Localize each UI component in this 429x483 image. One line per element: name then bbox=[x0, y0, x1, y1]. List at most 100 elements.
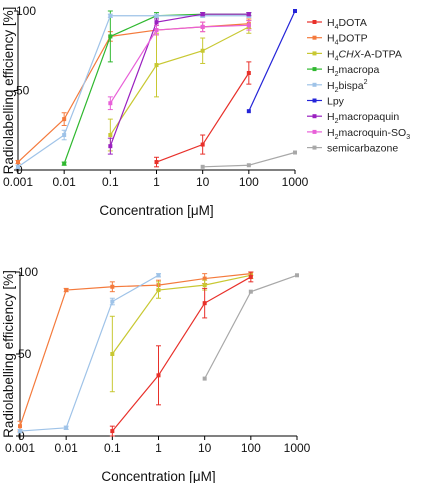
x-tick-label: 0.1 bbox=[104, 441, 121, 455]
series-2 bbox=[109, 271, 254, 393]
legend-label-part: 2 bbox=[335, 87, 339, 94]
x-tick-label: 1 bbox=[155, 441, 162, 455]
data-point bbox=[108, 133, 113, 138]
data-point bbox=[18, 429, 22, 434]
legend-label-part: bispa bbox=[339, 80, 364, 92]
data-point bbox=[110, 352, 115, 356]
series-1 bbox=[15, 18, 252, 165]
data-point bbox=[246, 23, 251, 28]
legend-item: H2macroquin-SO3 bbox=[307, 127, 410, 141]
legend-label-part: 3 bbox=[406, 134, 410, 141]
legend-item: H2macropaquin bbox=[307, 111, 399, 125]
series-4 bbox=[202, 273, 299, 381]
data-point bbox=[110, 299, 115, 304]
data-point bbox=[156, 288, 161, 293]
data-point bbox=[295, 273, 299, 278]
y-axis-label: Radiolabelling efficiency [%] bbox=[1, 7, 16, 175]
series-7 bbox=[107, 20, 252, 111]
series-line bbox=[109, 26, 250, 136]
legend-label: H2macropaquin bbox=[327, 111, 399, 125]
y-tick-label: 100 bbox=[16, 4, 36, 18]
legend-label-part: H bbox=[327, 111, 335, 123]
data-point bbox=[202, 276, 207, 281]
data-point bbox=[154, 13, 159, 18]
legend-label-part: H bbox=[327, 17, 335, 29]
series-4 bbox=[15, 13, 252, 169]
data-point bbox=[246, 163, 251, 168]
legend-label-part: 4 bbox=[335, 40, 339, 47]
legend-swatch-marker bbox=[312, 114, 317, 119]
y-tick-label: 50 bbox=[18, 347, 32, 361]
legend-item: Lpy bbox=[307, 96, 345, 108]
x-tick-label: 100 bbox=[239, 175, 259, 189]
series-3 bbox=[109, 271, 254, 437]
legend-swatch-marker bbox=[312, 145, 317, 150]
legend-label-part: 2 bbox=[335, 134, 339, 141]
y-tick-label: 50 bbox=[16, 84, 30, 98]
series-line bbox=[248, 10, 296, 112]
x-tick-label: 0.1 bbox=[102, 175, 119, 189]
x-axis-label: Concentration [μM] bbox=[99, 203, 213, 218]
data-point bbox=[293, 9, 297, 13]
legend: H4DOTAH4DOTPH4CHX-A-DTPAH2macropaH2bispa… bbox=[307, 17, 410, 155]
data-point bbox=[200, 164, 205, 169]
series-line bbox=[111, 274, 251, 355]
legend-label-part: H bbox=[327, 64, 335, 76]
data-point bbox=[64, 425, 69, 430]
data-point bbox=[18, 424, 22, 429]
series-line bbox=[109, 13, 249, 147]
legend-label-part: H bbox=[327, 48, 335, 60]
y-tick-label: 0 bbox=[18, 429, 25, 443]
legend-label: H2macropa bbox=[327, 64, 380, 78]
data-point bbox=[110, 429, 115, 434]
data-point bbox=[108, 13, 113, 18]
data-point bbox=[248, 274, 253, 279]
series-line bbox=[111, 276, 252, 432]
data-point bbox=[108, 34, 113, 39]
legend-label: Lpy bbox=[327, 96, 345, 108]
top-chart: 0.001 0.01 0.1 1 10 100 1000 0 50 100 Concentratio… bbox=[1, 4, 410, 218]
data-point bbox=[62, 133, 67, 138]
legend-item: H2macropa bbox=[307, 64, 380, 78]
legend-label-part: CHX bbox=[339, 48, 362, 60]
legend-label: H4CHX-A-DTPA bbox=[327, 48, 402, 62]
data-point bbox=[156, 273, 161, 278]
data-point bbox=[16, 160, 20, 165]
series-8 bbox=[200, 150, 297, 169]
legend-label-part: 2 bbox=[335, 71, 339, 78]
data-point bbox=[202, 283, 207, 288]
legend-label-part: H bbox=[327, 127, 335, 139]
legend-item: H4CHX-A-DTPA bbox=[307, 48, 402, 62]
x-tick-label: 0.001 bbox=[5, 441, 35, 455]
legend-label-part: H bbox=[327, 33, 335, 45]
legend-swatch-marker bbox=[312, 98, 317, 103]
data-point bbox=[202, 376, 207, 381]
data-point bbox=[154, 28, 159, 33]
series-2 bbox=[107, 20, 252, 152]
x-tick-label: 100 bbox=[241, 441, 261, 455]
legend-label-part: H bbox=[327, 80, 335, 92]
x-tick-label: 10 bbox=[196, 175, 210, 189]
legend-item: semicarbazone bbox=[307, 143, 398, 155]
legend-label-part: 4 bbox=[335, 24, 339, 31]
series-1 bbox=[17, 273, 161, 434]
data-point bbox=[154, 63, 159, 68]
y-axis-label: Radiolabelling efficiency [%] bbox=[1, 270, 16, 438]
series-line bbox=[19, 273, 251, 427]
legend-label: H4DOTP bbox=[327, 33, 368, 47]
series-line bbox=[109, 24, 249, 104]
legend-label-part: 4 bbox=[335, 55, 339, 62]
legend-item: H4DOTP bbox=[307, 33, 368, 47]
legend-swatch-marker bbox=[312, 51, 317, 56]
legend-label-part: macroquin-SO bbox=[339, 127, 407, 139]
data-point bbox=[200, 48, 205, 53]
data-point bbox=[248, 289, 253, 294]
x-tick-label: 1000 bbox=[284, 441, 311, 455]
legend-label-part: DOTA bbox=[339, 17, 367, 29]
x-tick-label: 0.001 bbox=[3, 175, 33, 189]
data-point bbox=[16, 164, 20, 169]
bottom-chart: 0.001 0.01 0.1 1 10 100 1000 0 50 100 Concentratio… bbox=[1, 265, 311, 483]
data-point bbox=[200, 12, 205, 17]
series-0 bbox=[154, 61, 252, 168]
legend-item: H2bispa2 bbox=[307, 79, 368, 94]
